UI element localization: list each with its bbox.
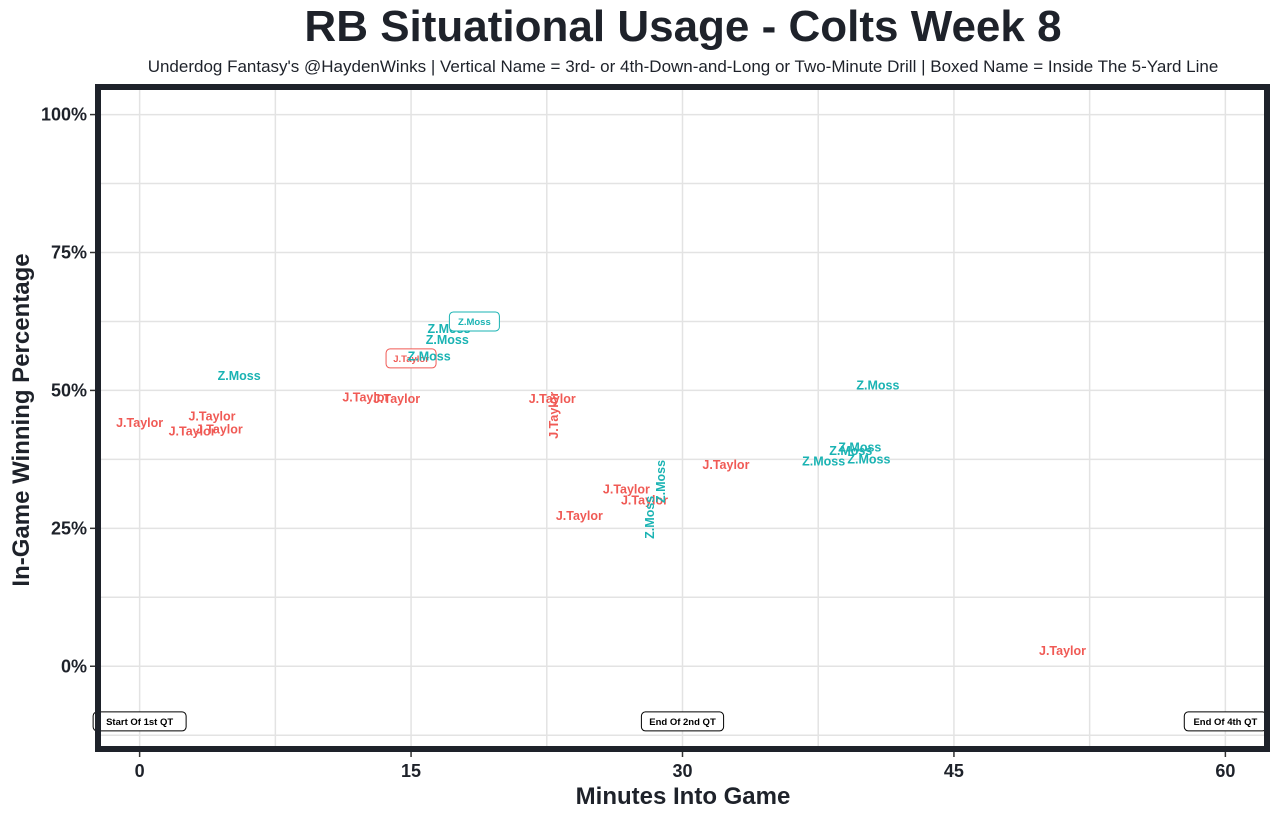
y-tick-label: 25% [51, 518, 87, 538]
player-label: J.Taylor [702, 458, 749, 472]
player-label: J.Taylor [196, 423, 243, 437]
chart-subtitle: Underdog Fantasy's @HaydenWinks | Vertic… [148, 57, 1219, 76]
player-label: Z.Moss [838, 441, 881, 455]
boxed-player-label: J.Taylor [393, 354, 429, 365]
y-tick-label: 50% [51, 380, 87, 400]
y-axis-title: In-Game Winning Percentage [8, 253, 35, 586]
player-label: J.Taylor [169, 425, 216, 439]
player-label: Z.Moss [426, 333, 469, 347]
quarter-annotation-frame [92, 711, 187, 732]
panel-border [95, 84, 1270, 752]
player-label: J.Taylor [116, 416, 163, 430]
player-label: Z.Moss [856, 378, 899, 392]
quarter-annotation-label: End Of 2nd QT [649, 717, 716, 728]
chart-title: RB Situational Usage - Colts Week 8 [304, 2, 1061, 51]
player-label: J.Taylor [373, 392, 420, 406]
x-axis-title: Minutes Into Game [576, 783, 791, 810]
player-label: Z.Moss [829, 444, 872, 458]
player-label: J.Taylor [342, 391, 389, 405]
player-label: J.Taylor [188, 409, 235, 423]
boxed-label-frame [385, 348, 437, 369]
vertical-player-label: J.Taylor [547, 392, 561, 439]
vertical-player-label: Z.Moss [643, 496, 657, 539]
player-label: Z.Moss [847, 452, 890, 466]
quarter-annotation-label: End Of 4th QT [1193, 717, 1257, 728]
player-label: J.Taylor [621, 494, 668, 508]
player-label: J.Taylor [556, 509, 603, 523]
x-tick-label: 15 [401, 761, 421, 781]
x-axis-ticks: 0 15 30 45 60 [135, 752, 1235, 781]
y-tick-label: 0% [61, 656, 87, 676]
x-tick-label: 60 [1215, 761, 1235, 781]
grid-lines [98, 87, 1267, 749]
player-label: J.Taylor [529, 392, 576, 406]
data-labels: J.TaylorJ.TaylorJ.TaylorJ.TaylorZ.MossJ.… [116, 311, 1086, 658]
player-label: J.Taylor [603, 483, 650, 497]
y-axis-ticks: 0% 25% 50% 75% 100% [41, 105, 95, 676]
quarter-annotation-label: Start Of 1st QT [106, 717, 173, 728]
x-tick-label: 30 [672, 761, 692, 781]
quarter-annotations: Start Of 1st QT End Of 2nd QT End Of 4th Q… [92, 711, 1267, 732]
y-tick-label: 75% [51, 243, 87, 263]
player-label: J.Taylor [1039, 644, 1086, 658]
player-label: Z.Moss [802, 455, 845, 469]
x-tick-label: 0 [135, 761, 145, 781]
boxed-label-frame [448, 311, 500, 332]
vertical-player-label: Z.Moss [654, 460, 668, 503]
quarter-annotation-frame [640, 711, 725, 732]
y-tick-label: 100% [41, 105, 87, 125]
x-tick-label: 45 [944, 761, 964, 781]
player-label: Z.Moss [218, 369, 261, 383]
boxed-player-label: Z.Moss [458, 317, 491, 328]
player-label: Z.Moss [408, 350, 451, 364]
